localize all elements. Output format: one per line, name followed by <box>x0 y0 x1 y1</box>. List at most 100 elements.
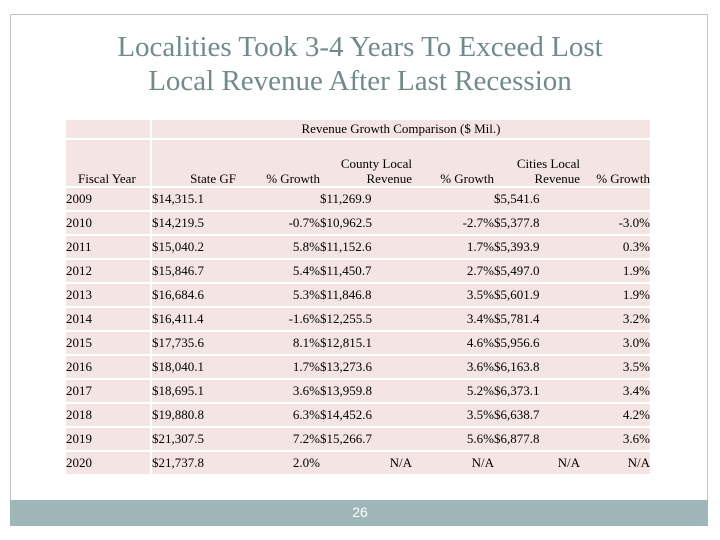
header-county-line-2: Revenue <box>366 171 412 186</box>
cell-state-gf: $21,307.5 <box>150 428 236 450</box>
revenue-growth-table: Revenue Growth Comparison ($ Mil.) Fisca… <box>66 118 650 476</box>
cell-cities-revenue: N/A <box>494 452 580 474</box>
cell-state-gf: $15,040.2 <box>150 236 236 258</box>
cell-year: 2011 <box>66 236 150 258</box>
slide-title-line-2: Local Revenue After Last Recession <box>148 65 572 97</box>
table-row: 2013 $16,684.6 5.3% $11,846.8 3.5% $5,60… <box>66 284 650 306</box>
cell-cities-revenue: $6,877.8 <box>494 428 580 450</box>
table-row: 2009 $14,315.1 $11,269.9 $5,541.6 <box>66 188 650 210</box>
cell-cities-growth: 3.0% <box>580 332 650 354</box>
cell-year: 2018 <box>66 404 150 426</box>
cell-state-growth: 1.7% <box>236 356 320 378</box>
cell-year: 2010 <box>66 212 150 234</box>
cell-cities-revenue: $5,541.6 <box>494 188 580 210</box>
cell-county-revenue: N/A <box>320 452 412 474</box>
header-cities-line-2: Revenue <box>534 171 580 186</box>
cell-cities-growth: 3.5% <box>580 356 650 378</box>
cell-county-growth: -2.7% <box>412 212 494 234</box>
footer-bar <box>10 500 708 526</box>
cell-state-growth <box>236 188 320 210</box>
header-state-growth: % Growth <box>236 140 320 186</box>
cell-state-growth: 7.2% <box>236 428 320 450</box>
cell-cities-growth: 1.9% <box>580 284 650 306</box>
cell-cities-revenue: $5,497.0 <box>494 260 580 282</box>
cell-cities-revenue: $6,373.1 <box>494 380 580 402</box>
caption-blank-cell <box>66 120 150 138</box>
cell-county-growth: N/A <box>412 452 494 474</box>
cell-cities-growth: N/A <box>580 452 650 474</box>
cell-state-growth: 5.3% <box>236 284 320 306</box>
cell-year: 2014 <box>66 308 150 330</box>
cell-state-gf: $19,880.8 <box>150 404 236 426</box>
cell-year: 2015 <box>66 332 150 354</box>
cell-county-revenue: $10,962.5 <box>320 212 412 234</box>
cell-state-gf: $18,040.1 <box>150 356 236 378</box>
cell-county-growth: 1.7% <box>412 236 494 258</box>
cell-year: 2020 <box>66 452 150 474</box>
cell-county-growth: 2.7% <box>412 260 494 282</box>
cell-cities-revenue: $5,956.6 <box>494 332 580 354</box>
cell-state-gf: $21,737.8 <box>150 452 236 474</box>
cell-state-growth: 5.4% <box>236 260 320 282</box>
cell-cities-revenue: $6,638.7 <box>494 404 580 426</box>
cell-cities-growth <box>580 188 650 210</box>
table-header-row: Fiscal Year State GF % Growth County Loc… <box>66 140 650 186</box>
cell-state-growth: 8.1% <box>236 332 320 354</box>
cell-cities-revenue: $5,601.9 <box>494 284 580 306</box>
cell-county-growth: 4.6% <box>412 332 494 354</box>
cell-county-revenue: $14,452.6 <box>320 404 412 426</box>
header-fiscal-year: Fiscal Year <box>66 140 150 186</box>
table-row: 2019 $21,307.5 7.2% $15,266.7 5.6% $6,87… <box>66 428 650 450</box>
cell-year: 2017 <box>66 380 150 402</box>
cell-county-growth: 3.4% <box>412 308 494 330</box>
table-caption: Revenue Growth Comparison ($ Mil.) <box>150 120 650 138</box>
cell-county-growth: 3.5% <box>412 284 494 306</box>
cell-county-revenue: $12,815.1 <box>320 332 412 354</box>
cell-state-growth: 5.8% <box>236 236 320 258</box>
header-county-line-1: County Local <box>340 156 412 171</box>
cell-cities-growth: -3.0% <box>580 212 650 234</box>
cell-cities-revenue: $6,163.8 <box>494 356 580 378</box>
cell-cities-growth: 1.9% <box>580 260 650 282</box>
cell-county-revenue: $15,266.7 <box>320 428 412 450</box>
header-state-gf: State GF <box>150 140 236 186</box>
cell-state-gf: $14,219.5 <box>150 212 236 234</box>
cell-year: 2012 <box>66 260 150 282</box>
cell-year: 2009 <box>66 188 150 210</box>
table-row: 2012 $15,846.7 5.4% $11,450.7 2.7% $5,49… <box>66 260 650 282</box>
cell-year: 2013 <box>66 284 150 306</box>
cell-county-growth: 5.6% <box>412 428 494 450</box>
header-cities-line-1: Cities Local <box>516 156 580 171</box>
cell-state-gf: $16,684.6 <box>150 284 236 306</box>
cell-state-growth: 2.0% <box>236 452 320 474</box>
cell-state-growth: 6.3% <box>236 404 320 426</box>
cell-state-gf: $17,735.6 <box>150 332 236 354</box>
cell-county-growth <box>412 188 494 210</box>
slide-title: Localities Took 3-4 Years To Exceed Lost… <box>0 30 720 98</box>
table-row: 2018 $19,880.8 6.3% $14,452.6 3.5% $6,63… <box>66 404 650 426</box>
table-row: 2020 $21,737.8 2.0% N/A N/A N/A N/A <box>66 452 650 474</box>
cell-state-growth: -1.6% <box>236 308 320 330</box>
cell-year: 2019 <box>66 428 150 450</box>
cell-county-growth: 3.5% <box>412 404 494 426</box>
table-row: 2017 $18,695.1 3.6% $13,959.8 5.2% $6,37… <box>66 380 650 402</box>
cell-county-growth: 5.2% <box>412 380 494 402</box>
cell-county-revenue: $13,959.8 <box>320 380 412 402</box>
table-row: 2015 $17,735.6 8.1% $12,815.1 4.6% $5,95… <box>66 332 650 354</box>
cell-cities-growth: 4.2% <box>580 404 650 426</box>
cell-county-revenue: $11,152.6 <box>320 236 412 258</box>
header-cities-revenue: Cities Local Revenue <box>494 140 580 186</box>
table-row: 2011 $15,040.2 5.8% $11,152.6 1.7% $5,39… <box>66 236 650 258</box>
table-row: 2014 $16,411.4 -1.6% $12,255.5 3.4% $5,7… <box>66 308 650 330</box>
cell-state-growth: 3.6% <box>236 380 320 402</box>
cell-state-gf: $18,695.1 <box>150 380 236 402</box>
header-county-revenue: County Local Revenue <box>320 140 412 186</box>
header-cities-growth: % Growth <box>580 140 650 186</box>
cell-state-growth: -0.7% <box>236 212 320 234</box>
cell-cities-revenue: $5,393.9 <box>494 236 580 258</box>
cell-cities-revenue: $5,781.4 <box>494 308 580 330</box>
cell-cities-growth: 0.3% <box>580 236 650 258</box>
cell-county-revenue: $11,450.7 <box>320 260 412 282</box>
cell-cities-growth: 3.6% <box>580 428 650 450</box>
cell-state-gf: $16,411.4 <box>150 308 236 330</box>
